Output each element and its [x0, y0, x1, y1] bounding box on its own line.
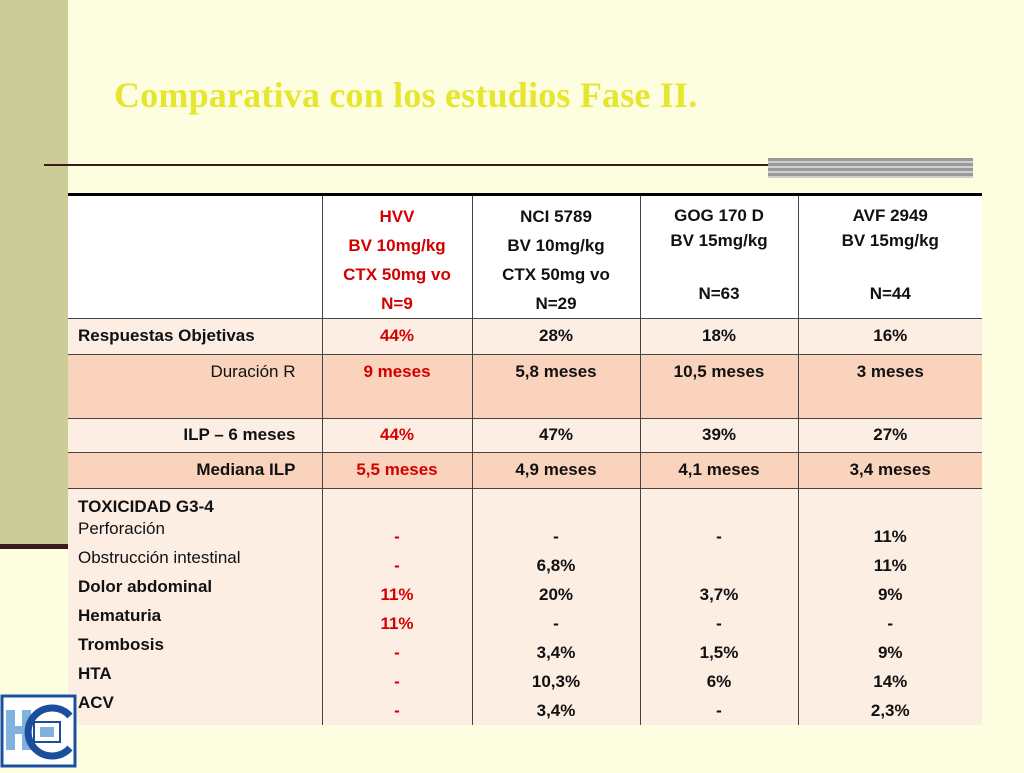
left-rule [0, 544, 68, 549]
toxicity-title: TOXICIDAD G3-4 [78, 497, 214, 516]
cell-value: 3,4 meses [797, 452, 982, 489]
toxicity-value: 10,3% [531, 672, 581, 691]
header-avf-line: AVF 2949 [852, 206, 928, 225]
header-avf-line: N=44 [869, 284, 911, 303]
cell-value: 3 meses [797, 354, 982, 419]
header-hvv-line: CTX 50mg vo [343, 265, 451, 284]
hospital-logo-icon [0, 694, 77, 768]
table-row: Mediana ILP 5,5 meses 4,9 meses 4,1 mese… [68, 452, 982, 489]
toxicity-value: 20% [538, 585, 574, 604]
cell-value: 5,5 meses [321, 452, 472, 489]
toxicity-value: 9% [877, 585, 903, 604]
toxicity-labels: TOXICIDAD G3-4 Perforación Obstrucción i… [68, 488, 322, 725]
header-avf-line: BV 15mg/kg [841, 231, 939, 250]
toxicity-value: 3,4% [536, 701, 576, 720]
toxicity-value: 6% [706, 672, 732, 691]
toxicity-value: 14% [873, 672, 908, 691]
toxicity-values-nci: - 6,8% 20% - 3,4% 10,3% 3,4% [471, 488, 640, 725]
row-label: ILP – 6 meses [68, 418, 322, 453]
toxicity-value: 1,5% [699, 643, 739, 662]
title-underline [44, 164, 774, 166]
toxicity-value: 11% [873, 556, 907, 575]
toxicity-label: Trombosis [78, 635, 164, 654]
toxicity-values-gog: - 3,7% - 1,5% 6% - [639, 488, 798, 725]
toxicity-value: 3,4% [536, 643, 576, 662]
cell-value: 4,1 meses [639, 452, 798, 489]
toxicity-value: - [394, 527, 400, 546]
header-nci-line: BV 10mg/kg [507, 236, 605, 255]
header-gog: GOG 170 D BV 15mg/kg N=63 [639, 196, 798, 319]
header-nci: NCI 5789 BV 10mg/kg CTX 50mg vo N=29 [471, 196, 640, 319]
table-row: Respuestas Objetivas 44% 28% 18% 16% [68, 318, 982, 355]
toxicity-value: 11% [873, 527, 907, 546]
toxicity-value: - [553, 527, 559, 546]
cell-value: 5,8 meses [471, 354, 640, 419]
toxicity-values-avf: 11% 11% 9% - 9% 14% 2,3% [797, 488, 982, 725]
toxicity-label: Obstrucción intestinal [78, 548, 241, 567]
row-label: Duración R [68, 354, 322, 419]
table-row: Duración R 9 meses 5,8 meses 10,5 meses … [68, 354, 982, 419]
header-gog-line: BV 15mg/kg [670, 231, 768, 250]
table-header-row: HVV BV 10mg/kg CTX 50mg vo N=9 NCI 5789 … [68, 196, 982, 319]
header-empty-cell [68, 196, 322, 319]
cell-value: 18% [639, 318, 798, 355]
cell-value: 16% [797, 318, 982, 355]
header-gog-line: N=63 [698, 284, 740, 303]
header-hvv: HVV BV 10mg/kg CTX 50mg vo N=9 [321, 196, 472, 319]
header-gog-spacer [641, 252, 798, 280]
comparison-table-wrapper: HVV BV 10mg/kg CTX 50mg vo N=9 NCI 5789 … [68, 193, 982, 725]
header-nci-line: CTX 50mg vo [502, 265, 610, 284]
toxicity-value: - [394, 556, 400, 575]
toxicity-label: Dolor abdominal [78, 577, 213, 596]
toxicity-label: Perforación [78, 519, 165, 538]
toxicity-value: - [394, 701, 400, 720]
cell-value: 28% [471, 318, 640, 355]
header-nci-line: N=29 [535, 294, 577, 313]
toxicity-value: 9% [877, 643, 903, 662]
toxicity-label: HTA [78, 664, 112, 683]
toxicity-row: TOXICIDAD G3-4 Perforación Obstrucción i… [68, 488, 982, 725]
cell-value: 10,5 meses [639, 354, 798, 419]
cell-value: 27% [797, 418, 982, 453]
toxicity-values-hvv: - - 11% 11% - - - [321, 488, 472, 725]
table-row: ILP – 6 meses 44% 47% 39% 27% [68, 418, 982, 453]
header-avf-spacer [799, 252, 983, 280]
slide-title: Comparativa con los estudios Fase II. [114, 75, 698, 115]
comparison-table: HVV BV 10mg/kg CTX 50mg vo N=9 NCI 5789 … [68, 196, 982, 725]
header-hvv-line: HVV [379, 207, 415, 226]
toxicity-value: 3,7% [699, 585, 739, 604]
cell-value: 39% [639, 418, 798, 453]
header-nci-line: NCI 5789 [520, 207, 592, 226]
hospital-logo-graphic [0, 694, 77, 768]
row-label: Mediana ILP [68, 452, 322, 489]
cell-value: 44% [321, 418, 472, 453]
toxicity-value: - [553, 614, 559, 633]
header-avf: AVF 2949 BV 15mg/kg N=44 [797, 196, 983, 319]
header-hvv-line: N=9 [381, 294, 413, 313]
cell-value: 4,9 meses [471, 452, 640, 489]
toxicity-value: - [394, 672, 400, 691]
header-gog-line: GOG 170 D [674, 206, 764, 225]
toxicity-value: 6,8% [536, 556, 576, 575]
toxicity-label: ACV [78, 693, 114, 712]
toxicity-value: 11% [380, 585, 414, 604]
toxicity-value: - [716, 527, 722, 546]
left-decorative-band [0, 0, 68, 548]
cell-value: 9 meses [321, 354, 472, 419]
cell-value: 47% [471, 418, 640, 453]
toxicity-label: Hematuria [78, 606, 162, 625]
toxicity-value: - [887, 614, 894, 633]
toxicity-value: 11% [380, 614, 414, 633]
toxicity-value [641, 551, 798, 580]
toxicity-value: 2,3% [870, 701, 910, 720]
toxicity-value: - [716, 701, 722, 720]
row-label: Respuestas Objetivas [68, 318, 322, 355]
header-hvv-line: BV 10mg/kg [348, 236, 446, 255]
toxicity-value: - [394, 643, 400, 662]
title-underline-decoration [768, 158, 973, 178]
cell-value: 44% [321, 318, 472, 355]
toxicity-value: - [716, 614, 722, 633]
